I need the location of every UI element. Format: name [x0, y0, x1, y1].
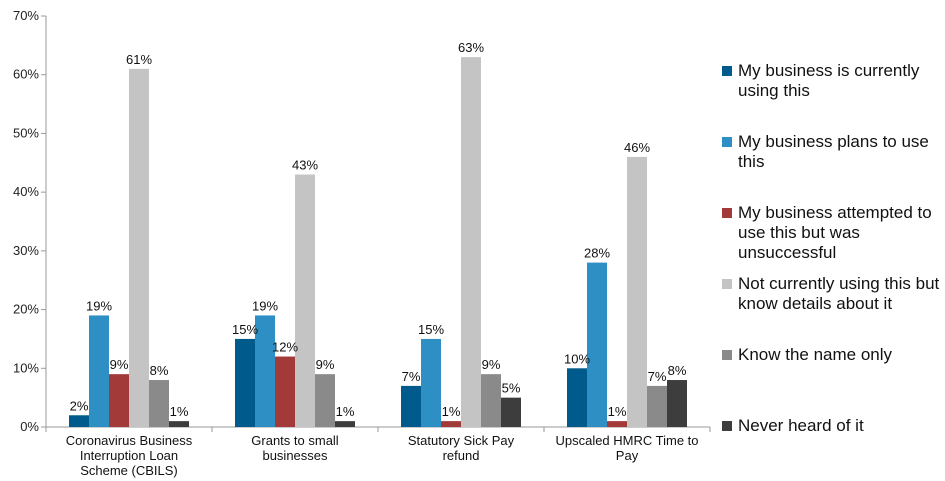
x-category-label: Coronavirus Business Interruption Loan Sch…	[66, 433, 193, 478]
bar	[335, 421, 355, 427]
data-label: 1%	[442, 404, 461, 419]
legend-item: My business attempted to use this but wa…	[722, 203, 942, 263]
x-category-label: Grants to small businesses	[251, 433, 339, 463]
y-tick-label: 20%	[13, 302, 39, 317]
legend-item: My business plans to use this	[722, 132, 942, 172]
bar	[667, 380, 687, 427]
data-label: 19%	[252, 298, 278, 313]
y-tick-label: 10%	[13, 360, 39, 375]
data-labels: 2% 15% 7% 10% 19% 19% 15% 28% 9% 12% 1% 1% 61% 43% 63%…	[70, 40, 687, 419]
x-category-label: Upscaled HMRC Time to Pay	[555, 433, 698, 463]
y-axis: 0% 10% 20% 30% 40% 50% 60% 70%	[13, 8, 47, 434]
bar	[109, 374, 129, 427]
y-tick-label: 30%	[13, 243, 39, 258]
data-label: 19%	[86, 298, 112, 313]
legend-label: Never heard of it	[738, 416, 864, 435]
bar	[129, 68, 149, 427]
bar	[607, 421, 627, 427]
legend-swatch	[722, 208, 732, 218]
legend-swatch	[722, 350, 732, 360]
data-label: 28%	[584, 246, 610, 261]
bar	[275, 356, 295, 427]
bar	[441, 421, 461, 427]
y-tick-label: 50%	[13, 125, 39, 140]
data-label: 8%	[668, 363, 687, 378]
bar	[89, 315, 109, 427]
bar	[255, 315, 275, 427]
legend-swatch	[722, 137, 732, 147]
x-category-label: Statutory Sick Pay refund	[408, 433, 515, 463]
legend-label: My business attempted to use this but wa…	[738, 203, 932, 262]
bar	[481, 374, 501, 427]
data-label: 63%	[458, 40, 484, 55]
data-label: 1%	[170, 404, 189, 419]
data-label: 61%	[126, 52, 152, 67]
bar	[169, 421, 189, 427]
data-label: 9%	[316, 357, 335, 372]
bar	[627, 156, 647, 427]
legend-swatch	[722, 66, 732, 76]
legend-label: Know the name only	[738, 345, 893, 364]
y-tick-label: 0%	[20, 419, 39, 434]
data-label: 43%	[292, 158, 318, 173]
bar	[461, 57, 481, 427]
y-tick-label: 70%	[13, 8, 39, 23]
data-label: 2%	[70, 398, 89, 413]
data-label: 7%	[402, 369, 421, 384]
legend-label: My business plans to use this	[738, 132, 929, 171]
bar	[501, 397, 521, 427]
data-label: 15%	[418, 322, 444, 337]
legend-label: Not currently using this but know detail…	[738, 274, 940, 313]
y-tick-label: 40%	[13, 184, 39, 199]
legend-label: My business is currently using this	[738, 61, 920, 100]
x-axis: Coronavirus Business Interruption Loan Sch…	[45, 426, 711, 478]
data-label: 15%	[232, 322, 258, 337]
legend-item: Never heard of it	[722, 416, 942, 436]
bar	[315, 374, 335, 427]
data-label: 8%	[150, 363, 169, 378]
bars	[69, 57, 687, 427]
bar	[587, 262, 607, 427]
data-label: 5%	[502, 381, 521, 396]
legend-item: Not currently using this but know detail…	[722, 274, 942, 314]
data-label: 10%	[564, 351, 590, 366]
bar	[235, 338, 255, 427]
data-label: 1%	[608, 404, 627, 419]
data-label: 7%	[648, 369, 667, 384]
bar	[295, 174, 315, 427]
legend-item: My business is currently using this	[722, 61, 942, 101]
bar	[69, 415, 89, 427]
legend-item: Know the name only	[722, 345, 942, 365]
data-label: 9%	[482, 357, 501, 372]
data-label: 9%	[110, 357, 129, 372]
data-label: 46%	[624, 140, 650, 155]
data-label: 1%	[336, 404, 355, 419]
bar	[567, 368, 587, 427]
legend-swatch	[722, 279, 732, 289]
legend-swatch	[722, 421, 732, 431]
bar	[401, 385, 421, 427]
bar	[421, 338, 441, 427]
bar	[647, 385, 667, 427]
y-tick-label: 60%	[13, 67, 39, 82]
bar	[149, 380, 169, 427]
data-label: 12%	[272, 340, 298, 355]
